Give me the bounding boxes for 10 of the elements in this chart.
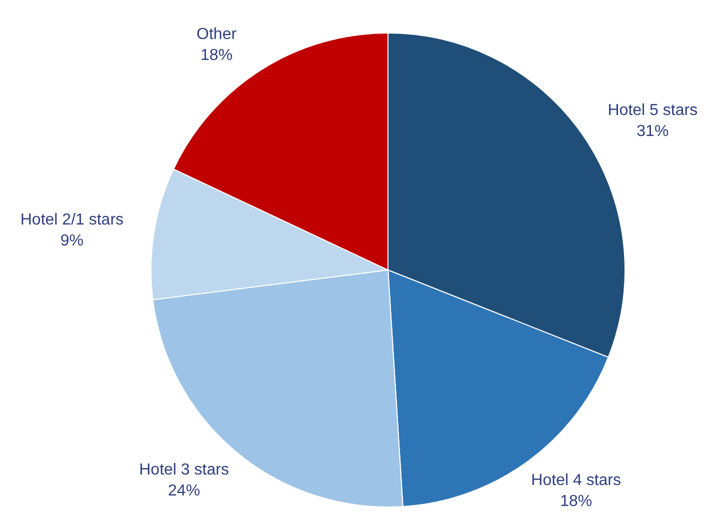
data-label: 31% (636, 123, 669, 140)
data-label: 18% (200, 46, 233, 64)
data-label: 24% (168, 482, 200, 500)
data-label: 9% (60, 232, 84, 250)
slice-label: Hotel 2/1 stars (20, 212, 124, 229)
slice-label: Other (196, 26, 238, 44)
slice-label: Hotel 4 stars (531, 472, 621, 489)
slice-label: Hotel 5 stars (608, 102, 698, 120)
data-label: 18% (560, 492, 592, 510)
slice-label: Hotel 3 stars (139, 462, 229, 479)
